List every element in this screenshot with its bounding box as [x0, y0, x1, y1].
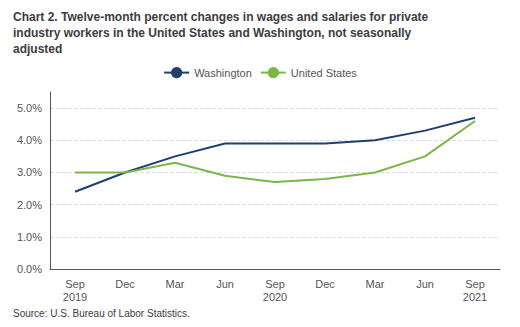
svg-text:Mar: Mar — [166, 278, 185, 290]
svg-text:4.0%: 4.0% — [17, 134, 42, 146]
svg-text:2021: 2021 — [463, 291, 487, 303]
svg-text:Washington: Washington — [194, 67, 252, 79]
svg-text:Sep: Sep — [465, 278, 485, 290]
svg-text:Sep: Sep — [65, 278, 85, 290]
svg-text:industry workers in the United: industry workers in the United States an… — [13, 26, 412, 40]
svg-text:2020: 2020 — [263, 291, 287, 303]
svg-text:3.0%: 3.0% — [17, 166, 42, 178]
svg-text:Sep: Sep — [265, 278, 285, 290]
svg-text:Dec: Dec — [315, 278, 335, 290]
svg-text:2019: 2019 — [63, 291, 87, 303]
svg-text:Mar: Mar — [366, 278, 385, 290]
svg-text:1.0%: 1.0% — [17, 231, 42, 243]
svg-text:Jun: Jun — [216, 278, 234, 290]
svg-text:adjusted: adjusted — [13, 42, 62, 56]
svg-text:Source: U.S. Bureau of Labor S: Source: U.S. Bureau of Labor Statistics. — [13, 308, 190, 319]
svg-text:0.0%: 0.0% — [17, 263, 42, 275]
svg-text:5.0%: 5.0% — [17, 102, 42, 114]
svg-text:United States: United States — [291, 67, 358, 79]
svg-text:Jun: Jun — [416, 278, 434, 290]
svg-text:2.0%: 2.0% — [17, 199, 42, 211]
svg-text:Chart 2. Twelve-month percent: Chart 2. Twelve-month percent changes in… — [13, 10, 429, 24]
svg-text:Dec: Dec — [115, 278, 135, 290]
